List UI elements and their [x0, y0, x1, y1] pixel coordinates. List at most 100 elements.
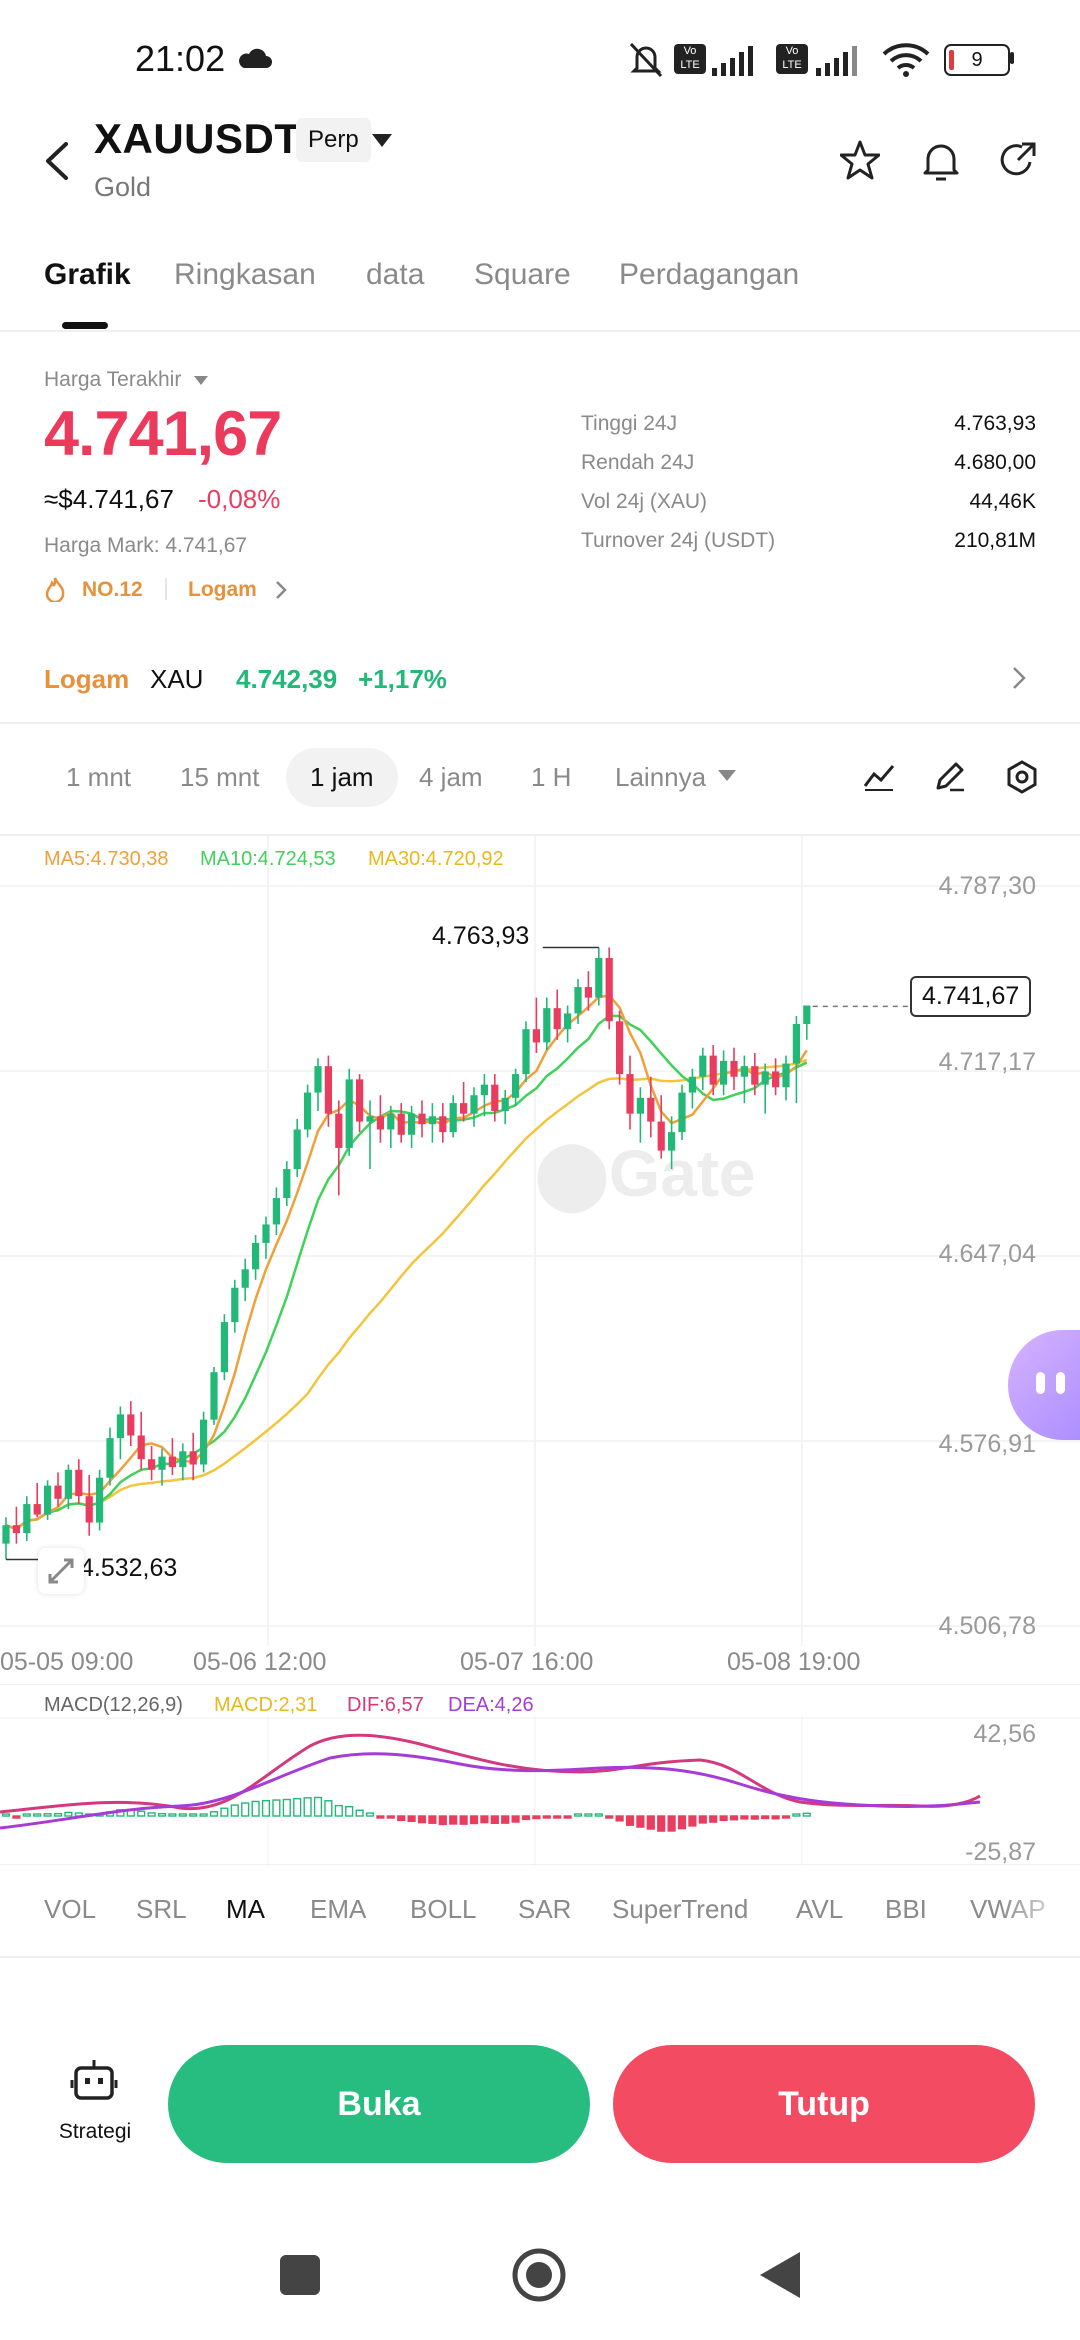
candle-body — [189, 1451, 197, 1465]
tab-indicator — [62, 322, 108, 329]
macd-chart[interactable] — [0, 1716, 1080, 1866]
home-button[interactable] — [510, 2246, 568, 2304]
candle-body — [179, 1451, 187, 1468]
indicator-ema[interactable]: EMA — [310, 1894, 367, 1924]
macd-bar — [137, 1810, 146, 1817]
last-price-label[interactable]: Harga Terakhir — [44, 368, 182, 391]
timeframe-more[interactable]: Lainnya — [615, 762, 707, 792]
ma10-line — [5, 1014, 808, 1531]
candle — [85, 1475, 93, 1536]
candle-body — [324, 1066, 332, 1114]
candle-body — [345, 1079, 353, 1148]
candle-body — [241, 1269, 249, 1288]
candle-body — [543, 1008, 551, 1043]
last-price-tag[interactable]: 4.741,67 — [910, 976, 1032, 1017]
macd-y-top: 42,56 — [973, 1720, 1036, 1748]
divider — [0, 834, 1080, 836]
expand-chart-button[interactable] — [38, 1548, 84, 1594]
candle-body — [231, 1287, 239, 1323]
macd-histogram — [1, 1796, 811, 1832]
timeframe-1m[interactable]: 1 mnt — [66, 762, 132, 792]
macd-bar — [293, 1797, 302, 1817]
star-icon[interactable] — [840, 140, 880, 180]
candle — [304, 1084, 312, 1138]
candle-body — [335, 1113, 343, 1148]
tab-data[interactable]: data — [366, 258, 425, 291]
candle-body — [262, 1224, 270, 1243]
strategy-label: Strategi — [58, 2120, 132, 2143]
y-axis-tick: 4.717,17 — [938, 1048, 1036, 1076]
battery-icon: 9 — [944, 44, 1010, 76]
close-button[interactable]: Tutup — [613, 2045, 1035, 2163]
metal-row[interactable]: Logam XAU 4.742,39 +1,17% — [0, 640, 1080, 720]
bell-icon[interactable] — [922, 140, 960, 182]
tab-trading[interactable]: Perdagangan — [619, 258, 800, 291]
macd-bar — [698, 1815, 707, 1824]
timeframe-4h[interactable]: 4 jam — [419, 762, 483, 792]
strategy-button[interactable]: Strategi — [30, 2050, 160, 2160]
caret-down-icon[interactable] — [194, 376, 208, 386]
macd-bar — [729, 1815, 739, 1821]
candle-body — [668, 1132, 676, 1151]
chevron-right-icon[interactable] — [275, 580, 287, 600]
candle-body — [460, 1103, 468, 1114]
candle — [12, 1506, 20, 1544]
back-icon[interactable] — [44, 142, 70, 180]
macd-bar — [157, 1812, 167, 1817]
open-button[interactable]: Buka — [168, 2045, 590, 2163]
candle-body — [532, 1029, 540, 1043]
candle-body — [418, 1113, 426, 1125]
candle-body — [761, 1071, 769, 1085]
timeframe-1d[interactable]: 1 H — [531, 762, 572, 792]
tab-chart[interactable]: Grafik — [44, 258, 131, 291]
macd-bar — [22, 1813, 31, 1817]
x-axis-tick: 05-06 12:00 — [193, 1648, 327, 1676]
candle — [376, 1095, 384, 1143]
candle — [220, 1314, 228, 1381]
contract-badge[interactable]: Perp — [296, 118, 371, 162]
candle — [241, 1258, 249, 1301]
candle — [782, 1055, 790, 1101]
indicator-supertrend[interactable]: SuperTrend — [612, 1894, 749, 1924]
symbol-title[interactable]: XAUUSDT — [94, 115, 301, 162]
indicator-vol[interactable]: VOL — [44, 1894, 97, 1924]
symbol-subtitle: Gold — [94, 172, 152, 202]
candlestick-chart[interactable]: ⬤Gate — [0, 836, 1080, 1646]
candle-body — [501, 1097, 509, 1112]
macd-bar — [657, 1815, 666, 1832]
back-nav-button[interactable] — [758, 2250, 802, 2300]
indicator-srl[interactable]: SRL — [136, 1894, 187, 1924]
indicator-icon[interactable] — [862, 762, 896, 792]
stat-value-volume: 44,46K — [969, 490, 1036, 513]
share-icon[interactable] — [998, 140, 1038, 180]
recent-apps-button[interactable] — [280, 2255, 320, 2295]
fade-overlay — [1000, 1880, 1080, 1940]
candle — [387, 1105, 395, 1148]
candle — [210, 1366, 218, 1425]
indicator-bbi[interactable]: BBI — [885, 1894, 927, 1924]
caret-down-icon[interactable] — [372, 134, 392, 148]
stat-label-turnover: Turnover 24j (USDT) — [581, 529, 776, 552]
indicator-ma[interactable]: MA — [226, 1894, 265, 1924]
indicator-avl[interactable]: AVL — [796, 1894, 844, 1924]
settings-icon[interactable] — [1006, 760, 1038, 794]
candle — [168, 1438, 176, 1476]
indicator-boll[interactable]: BOLL — [410, 1894, 477, 1924]
tab-square[interactable]: Square — [474, 258, 571, 291]
tab-summary[interactable]: Ringkasan — [174, 258, 316, 291]
category-link[interactable]: Logam — [188, 578, 257, 601]
stat-label-volume: Vol 24j (XAU) — [581, 490, 708, 513]
timeframe-15m[interactable]: 15 mnt — [180, 762, 260, 792]
draw-icon[interactable] — [934, 760, 966, 792]
candle — [668, 1116, 676, 1170]
candle-body — [408, 1113, 416, 1135]
caret-down-icon[interactable] — [718, 770, 736, 782]
macd-bar — [584, 1813, 593, 1817]
indicator-sar[interactable]: SAR — [518, 1894, 572, 1924]
timeframe-1h[interactable]: 1 jam — [286, 748, 398, 807]
rank-badge[interactable]: NO.12 — [82, 578, 143, 601]
candle — [189, 1432, 197, 1481]
macd-bar — [459, 1815, 468, 1825]
candle-body — [127, 1414, 135, 1436]
candle-body — [803, 1005, 811, 1024]
